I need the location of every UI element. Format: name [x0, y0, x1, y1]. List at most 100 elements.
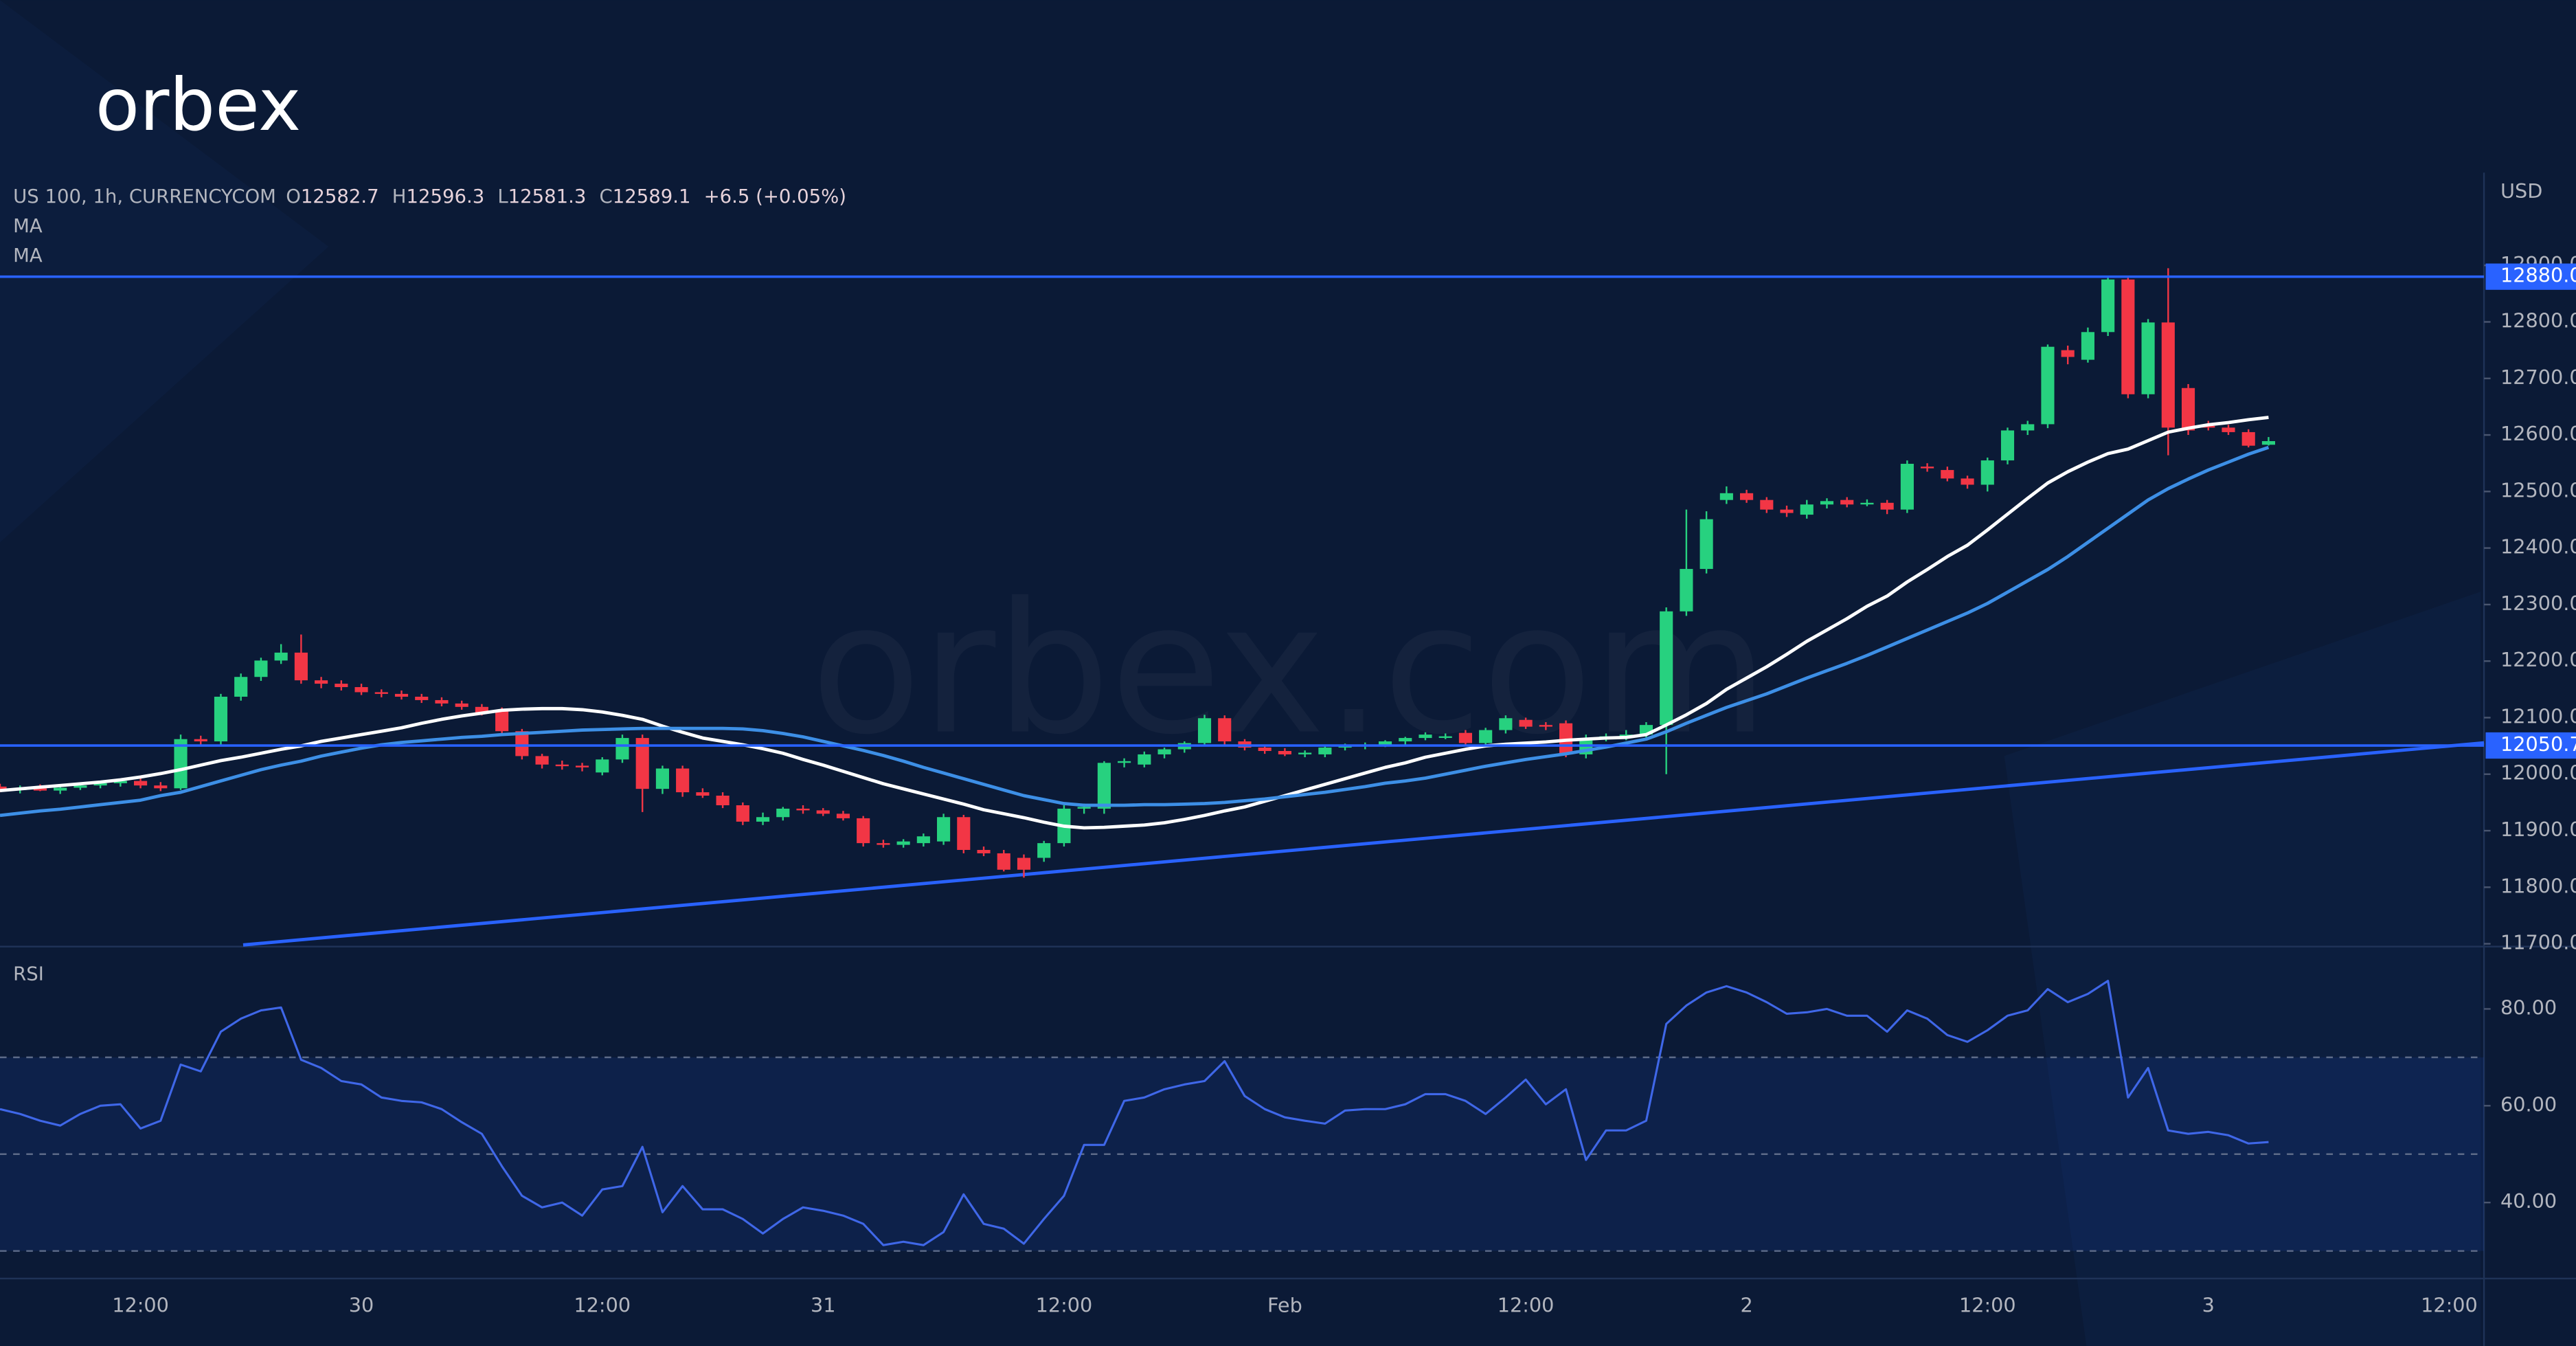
ohlc-value: 12596.3 [406, 186, 484, 207]
candle-body [0, 786, 7, 790]
candle-body [816, 810, 830, 814]
candle-body [2021, 424, 2035, 431]
candle-body [1298, 752, 1312, 754]
candle-body [1419, 734, 1432, 739]
y-tick-label: 11700.0 [2500, 931, 2576, 954]
ohlc-label: C [600, 186, 613, 207]
x-tick-label: 12:00 [1959, 1293, 2016, 1316]
candle-body [1860, 502, 1874, 505]
legend-label: MA [13, 215, 43, 237]
candle-body [294, 652, 308, 681]
x-tick-label: 3 [2202, 1293, 2215, 1316]
candle-body [1519, 719, 1533, 727]
candle-body [1680, 569, 1693, 612]
candle-body [916, 836, 930, 844]
y-tick-label: 12500.0 [2500, 478, 2576, 502]
candle-body [1619, 734, 1633, 737]
candle-body [2121, 279, 2135, 394]
candle-body [1138, 754, 1151, 765]
y-tick-label: 12700.0 [2500, 366, 2576, 389]
candle-body [2161, 322, 2175, 428]
candle-body [2061, 350, 2075, 357]
candle-body [596, 759, 609, 773]
y-tick-label: 12000.0 [2500, 761, 2576, 785]
candle-body [1479, 730, 1493, 743]
candle-body [1438, 736, 1452, 739]
y-tick-label: 60.00 [2500, 1092, 2557, 1116]
candle-body [54, 787, 67, 791]
watermark: orbex.com [811, 565, 1768, 775]
y-tick-label: 80.00 [2500, 996, 2557, 1019]
candle-body [1499, 718, 1513, 730]
candle-body [575, 765, 589, 767]
y-tick-label: 12300.0 [2500, 592, 2576, 615]
legend-label: MA [13, 245, 43, 267]
candle-body [415, 697, 429, 700]
ohlc-label: H [392, 186, 407, 207]
candle-body [957, 817, 971, 850]
candle-body [1017, 857, 1031, 870]
level-label: 12880.0 [2500, 264, 2576, 287]
y-tick-label: 11800.0 [2500, 874, 2576, 897]
candle-body [1157, 749, 1171, 754]
ohlc-label: L [497, 186, 508, 207]
candle-body [2101, 279, 2115, 333]
candle-body [74, 785, 87, 788]
candle-body [756, 817, 770, 822]
level-label-box [2485, 732, 2576, 759]
candle-body [2181, 388, 2195, 431]
candle-body [1399, 738, 1412, 742]
header: US 100, 1h, CURRENCYCOM O12582.7 H12596.3 L… [13, 186, 846, 207]
candle-body [374, 692, 388, 694]
candle-body [1097, 763, 1111, 809]
candle-body [1458, 732, 1473, 743]
ohlc-label: O [286, 186, 301, 207]
candle-body [1037, 843, 1051, 858]
candle-body [937, 817, 951, 842]
candle-body [174, 739, 188, 789]
candle-body [335, 684, 348, 688]
ohlc-value: 12589.1 [613, 186, 691, 207]
ohlc-value: 12581.3 [508, 186, 587, 207]
trendline [242, 741, 2485, 947]
candle-body [394, 693, 409, 697]
level-label-box [2485, 263, 2576, 290]
candle-body [1118, 761, 1131, 763]
candle-body [1800, 504, 1814, 515]
candle-body [1740, 493, 1754, 500]
x-tick-label: Feb [1267, 1293, 1302, 1316]
x-tick-label: 12:00 [112, 1293, 169, 1316]
candle-body [214, 697, 228, 742]
candle-body [2222, 427, 2235, 432]
x-tick-label: 12:00 [2421, 1293, 2478, 1316]
candle-body [354, 687, 368, 693]
candle-body [515, 731, 529, 756]
candle-body [1760, 500, 1774, 510]
candle-body [435, 699, 449, 704]
x-tick-label: 12:00 [1498, 1293, 1555, 1316]
y-tick-label: 12400.0 [2500, 535, 2576, 559]
y-axis-label: USD [2500, 179, 2542, 203]
symbol: US 100, 1h, CURRENCYCOM [13, 186, 276, 207]
candle-body [154, 785, 168, 789]
candle-body [1900, 464, 1914, 510]
candle-body [2202, 425, 2215, 428]
panel-title: RSI [13, 963, 44, 985]
candle-body [716, 796, 730, 805]
candle-body [535, 756, 549, 765]
candle-body [2041, 346, 2055, 425]
rsi-line [0, 980, 2269, 1246]
candle-body [33, 788, 47, 791]
candle-body [2241, 431, 2255, 446]
candle-body [1318, 748, 1332, 754]
candle-body [1378, 741, 1392, 745]
candle-body [1278, 751, 1291, 754]
x-tick-label: 31 [811, 1293, 836, 1316]
candle-body [2141, 322, 2155, 394]
candle-body [877, 843, 890, 845]
candle-body [2081, 332, 2094, 360]
x-tick-label: 12:00 [1036, 1293, 1093, 1316]
candle-body [896, 841, 910, 845]
candle-body [615, 738, 629, 760]
